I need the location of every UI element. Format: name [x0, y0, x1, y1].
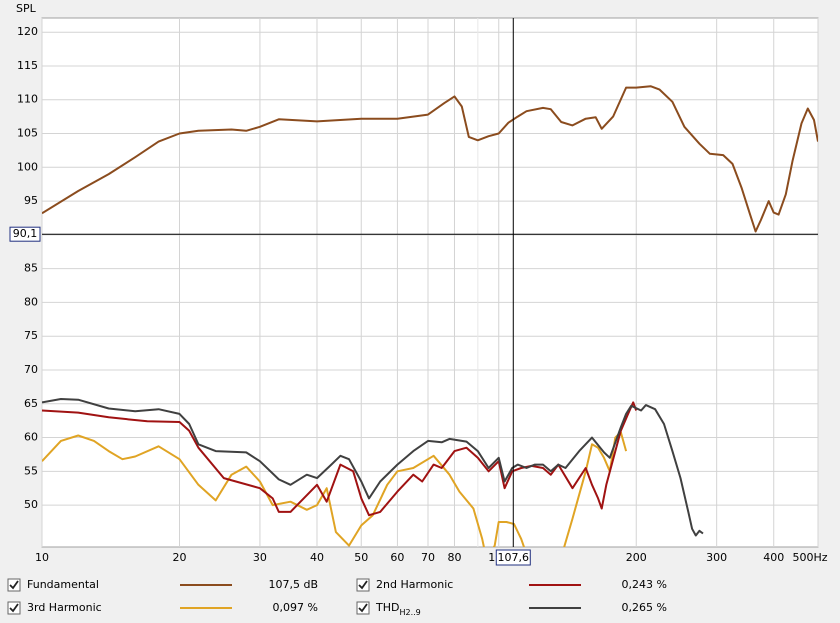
y-axis-label: SPL: [16, 2, 37, 15]
x-tick-label: 60: [390, 551, 404, 564]
series-line: [42, 398, 704, 537]
legend-name: THDH2..9: [375, 601, 421, 617]
x-tick-label: 300: [706, 551, 727, 564]
legend-name: 2nd Harmonic: [376, 578, 453, 591]
y-tick-label: 115: [17, 59, 38, 72]
series-line: [42, 85, 818, 233]
checkbox-check: [358, 603, 368, 613]
series-line: [42, 431, 628, 547]
legend-checkbox[interactable]: [7, 578, 21, 592]
y-tick-label: 65: [24, 397, 38, 410]
x-tick-label: 10: [35, 551, 49, 564]
checkbox-box: [7, 578, 21, 592]
lines: [42, 85, 818, 547]
cursor: 107,6 90,1: [9, 18, 818, 566]
x-tick-label: 80: [447, 551, 461, 564]
y-tick-label: 70: [24, 363, 38, 376]
x-tick-label: 40: [310, 551, 324, 564]
legend: Fundamental 107,5 dB 2nd Harmonic 0,243 % 3r…: [7, 578, 667, 617]
checkbox-check: [9, 603, 19, 613]
x-tick-label: 200: [626, 551, 647, 564]
y-tick-label: 50: [24, 498, 38, 511]
checkbox-box: [356, 601, 370, 615]
legend-name: Fundamental: [27, 578, 99, 591]
y-tick-label: 80: [24, 295, 38, 308]
x-tick-label: 20: [172, 551, 186, 564]
legend-value: 0,243 %: [622, 578, 667, 591]
legend-value: 0,097 %: [273, 601, 318, 614]
y-tick-label: 120: [17, 25, 38, 38]
legend-name-sub: H2..9: [399, 608, 420, 617]
x-tick-label: 50: [354, 551, 368, 564]
legend-value: 0,265 %: [622, 601, 667, 614]
x-tick-label: 500Hz: [792, 551, 827, 564]
legend-checkbox[interactable]: [7, 601, 21, 615]
y-tick-label: 75: [24, 329, 38, 342]
checkbox-box: [356, 578, 370, 592]
legend-name: 3rd Harmonic: [27, 601, 102, 614]
cursor-x-box: [495, 549, 531, 566]
plot-area: [41, 17, 819, 548]
x-tick-label: 70: [421, 551, 435, 564]
x-tick-label: 30: [253, 551, 267, 564]
legend-name-text: 3rd Harmonic: [27, 601, 102, 614]
cursor-y-label: 90,1: [13, 227, 38, 240]
legend-checkbox[interactable]: [356, 578, 370, 592]
y-tick-label: 85: [24, 262, 38, 275]
legend-value: 107,5 dB: [268, 578, 318, 591]
y-tick-label: 100: [17, 160, 38, 173]
checkbox-check: [358, 580, 368, 590]
legend-name-text: Fundamental: [27, 578, 99, 591]
legend-checkbox[interactable]: [356, 601, 370, 615]
checkbox-box: [7, 601, 21, 615]
y-tick-label: 95: [24, 194, 38, 207]
y-tick-label: 110: [17, 93, 38, 106]
y-tick-label: 55: [24, 464, 38, 477]
y-tick-label: 60: [24, 431, 38, 444]
legend-name-text: 2nd Harmonic: [376, 578, 453, 591]
cursor-x-label: 107,6: [498, 551, 530, 564]
x-tick-label: 400: [763, 551, 784, 564]
cursor-y-box: [9, 226, 41, 242]
legend-name-text: THD: [375, 601, 399, 614]
series-line: [42, 401, 638, 517]
y-tick-label: 105: [17, 127, 38, 140]
checkbox-check: [9, 580, 19, 590]
